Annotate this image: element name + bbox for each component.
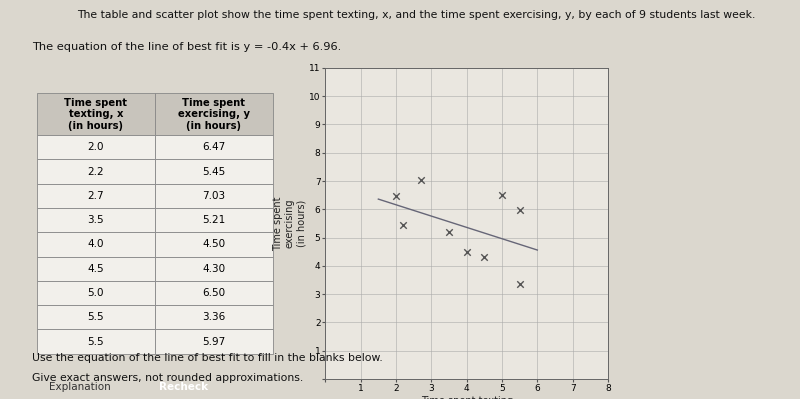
Point — [442, 229, 455, 235]
Point — [514, 281, 526, 287]
Text: The equation of the line of best fit is y = -0.4x + 6.96.: The equation of the line of best fit is … — [32, 42, 342, 52]
Text: Explanation: Explanation — [49, 382, 111, 393]
Y-axis label: Time spent
exercising
(in hours): Time spent exercising (in hours) — [273, 196, 306, 251]
Text: Use the equation of the line of best fit to fill in the blanks below.: Use the equation of the line of best fit… — [32, 353, 382, 363]
Text: The table and scatter plot show the time spent texting, x, and the time spent ex: The table and scatter plot show the time… — [77, 10, 755, 20]
Text: Recheck: Recheck — [159, 382, 209, 393]
Point — [414, 177, 427, 184]
Text: Give exact answers, not rounded approximations.: Give exact answers, not rounded approxim… — [32, 373, 303, 383]
Point — [478, 254, 490, 261]
Point — [397, 222, 410, 228]
X-axis label: Time spent texting
(in hours): Time spent texting (in hours) — [421, 396, 513, 399]
Point — [496, 192, 509, 198]
Point — [390, 193, 402, 199]
Point — [514, 207, 526, 213]
Point — [460, 249, 473, 255]
